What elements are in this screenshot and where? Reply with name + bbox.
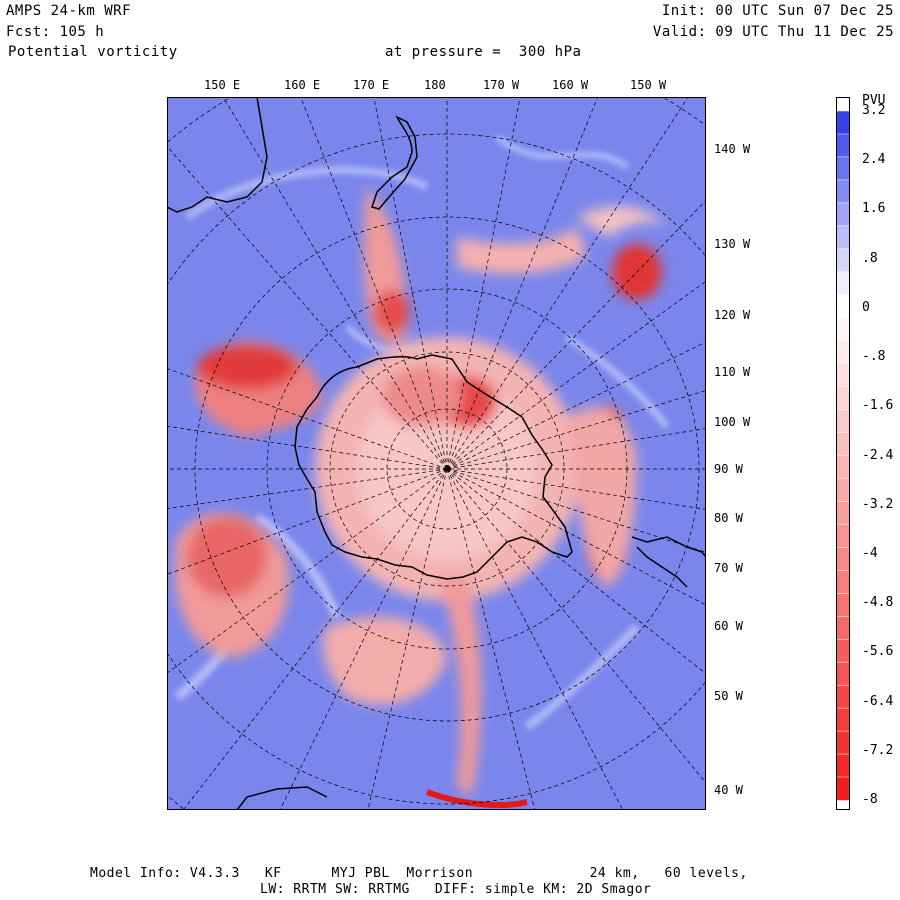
coastlines bbox=[167, 97, 706, 810]
colorbar-cell bbox=[836, 156, 850, 181]
colorbar-tick-label: -4 bbox=[862, 545, 878, 561]
lon-label-right: 70 W bbox=[714, 561, 743, 575]
lon-label-right: 50 W bbox=[714, 689, 743, 703]
colorbar-cell bbox=[836, 707, 850, 732]
colorbar-cell bbox=[836, 409, 850, 434]
lon-label-right: 80 W bbox=[714, 511, 743, 525]
colorbar-tick-label: -1.6 bbox=[862, 398, 894, 414]
colorbar-cell bbox=[836, 501, 850, 526]
colorbar-tick-label: -2.4 bbox=[862, 447, 894, 463]
lon-label-right: 140 W bbox=[714, 142, 751, 156]
potential-vorticity-map bbox=[167, 97, 706, 810]
lon-label-right: 100 W bbox=[714, 415, 751, 429]
red-streak bbox=[425, 789, 528, 808]
graticule bbox=[167, 97, 706, 810]
australia-coastline bbox=[167, 97, 268, 213]
forecast-hour: Fcst: 105 h bbox=[6, 24, 105, 40]
colorbar-cell bbox=[836, 340, 850, 365]
lon-label-top: 150 E bbox=[204, 78, 241, 92]
colorbar-cell bbox=[836, 524, 850, 549]
colorbar-tick-label: 0 bbox=[862, 299, 870, 315]
variable-name: Potential vorticity bbox=[8, 44, 178, 60]
valid-time: Valid: 09 UTC Thu 11 Dec 25 bbox=[652, 24, 894, 40]
colorbar-cell bbox=[836, 432, 850, 457]
colorbar-tick-label: 2.4 bbox=[862, 152, 886, 168]
antarctica-coastline bbox=[294, 354, 573, 580]
lon-label-top: 160 E bbox=[284, 78, 321, 92]
colorbar-cell bbox=[836, 478, 850, 503]
colorbar bbox=[836, 97, 850, 810]
colorbar-cell bbox=[836, 248, 850, 273]
pressure-level: at pressure = 300 hPa bbox=[385, 44, 582, 60]
colorbar-tick-label: -6.4 bbox=[862, 693, 894, 709]
lon-label-top: 180 bbox=[424, 78, 446, 92]
colorbar-tick-label: -3.2 bbox=[862, 496, 894, 512]
map-frame bbox=[167, 97, 706, 810]
colorbar-tick-label: -.8 bbox=[862, 349, 886, 365]
lon-label-top: 170 E bbox=[353, 78, 390, 92]
colorbar-tick-label: .8 bbox=[862, 250, 878, 266]
lon-label-top: 160 W bbox=[552, 78, 589, 92]
colorbar-cell bbox=[836, 661, 850, 686]
australia-south-coastline bbox=[236, 786, 328, 810]
lon-label-right: 60 W bbox=[714, 619, 743, 633]
colorbar-cell bbox=[836, 730, 850, 755]
colorbar-cell bbox=[836, 593, 850, 618]
colorbar-cell bbox=[836, 570, 850, 595]
colorbar-cell bbox=[836, 386, 850, 411]
init-time: Init: 00 UTC Sun 07 Dec 25 bbox=[661, 3, 894, 19]
colorbar-cell bbox=[836, 547, 850, 572]
colorbar-cell bbox=[836, 271, 850, 296]
colorbar-cell bbox=[836, 616, 850, 640]
colorbar-tick-label: 3.2 bbox=[862, 103, 886, 118]
model-info-line1: Model Info: V4.3.3 KF MYJ PBL Morrison 2… bbox=[90, 866, 748, 881]
colorbar-cell bbox=[836, 294, 850, 319]
lon-label-right: 130 W bbox=[714, 237, 751, 251]
colorbar-cell bbox=[836, 684, 850, 709]
colorbar-tick-label: -4.8 bbox=[862, 595, 894, 611]
colorbar-cell bbox=[836, 225, 850, 250]
lon-label-right: 40 W bbox=[714, 783, 743, 797]
south-america-coastline bbox=[631, 536, 706, 588]
colorbar-cell bbox=[836, 363, 850, 388]
lon-label-right: 120 W bbox=[714, 308, 751, 322]
model-info-line2: LW: RRTM SW: RRTMG DIFF: simple KM: 2D S… bbox=[260, 882, 652, 897]
lon-label-right: 110 W bbox=[714, 365, 751, 379]
new-zealand-coastline bbox=[371, 115, 418, 210]
colorbar-tick-label: -5.6 bbox=[862, 644, 894, 660]
colorbar-cell bbox=[836, 110, 850, 135]
colorbar-cell bbox=[836, 638, 850, 663]
colorbar-cell bbox=[836, 753, 850, 778]
lon-label-top: 170 W bbox=[483, 78, 520, 92]
lon-label-right: 90 W bbox=[714, 462, 743, 476]
lon-label-top: 150 W bbox=[630, 78, 667, 92]
colorbar-cell bbox=[836, 133, 850, 158]
colorbar-cell bbox=[836, 179, 850, 204]
colorbar-unit: PVU bbox=[862, 93, 886, 108]
colorbar-cell bbox=[836, 317, 850, 342]
colorbar-cell bbox=[836, 776, 850, 801]
model-title: AMPS 24-km WRF bbox=[6, 3, 132, 19]
colorbar-cell bbox=[836, 455, 850, 480]
colorbar-tick-label: -8 bbox=[862, 792, 878, 807]
colorbar-cell bbox=[836, 202, 850, 227]
colorbar-tick-label: 1.6 bbox=[862, 201, 886, 217]
colorbar-tick-label: -7.2 bbox=[862, 742, 894, 758]
